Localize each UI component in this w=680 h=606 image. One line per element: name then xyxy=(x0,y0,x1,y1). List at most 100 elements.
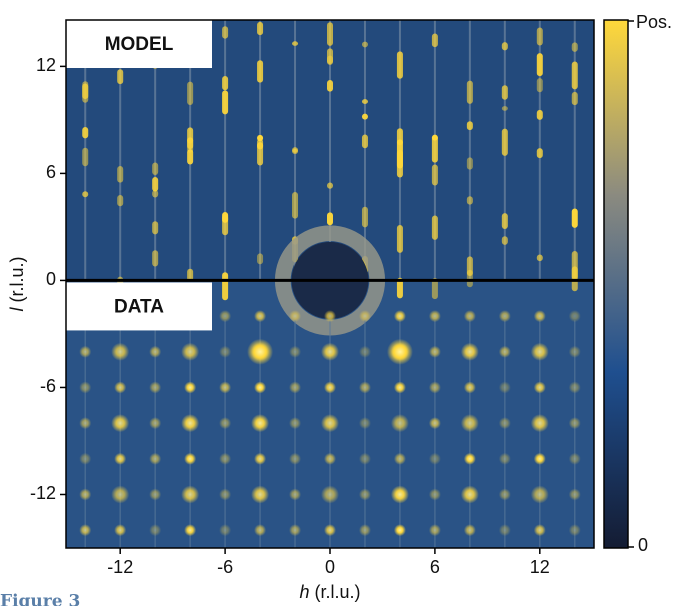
peak xyxy=(358,524,371,537)
streak-blob xyxy=(501,106,508,111)
peak xyxy=(184,452,197,465)
streak-blob xyxy=(187,137,194,153)
y-axis-symbol: l xyxy=(7,307,27,312)
peak xyxy=(219,452,232,465)
peak xyxy=(530,342,549,361)
peak xyxy=(428,452,441,465)
peak xyxy=(463,452,476,465)
peak xyxy=(393,310,406,323)
peak xyxy=(498,310,511,323)
y-tick-label: 0 xyxy=(46,269,56,289)
y-tick-label: -12 xyxy=(30,483,56,503)
peak xyxy=(181,485,200,504)
peak xyxy=(321,342,339,361)
peak xyxy=(428,524,441,537)
streak-blob xyxy=(152,190,159,198)
peak xyxy=(251,485,270,504)
peak xyxy=(463,310,476,323)
peak xyxy=(289,310,302,323)
peak xyxy=(289,488,302,501)
peak xyxy=(254,452,267,465)
peak xyxy=(460,342,479,361)
streak-blob xyxy=(361,134,368,149)
panel-label-box xyxy=(66,282,212,331)
streak-blob xyxy=(431,164,438,186)
peak xyxy=(247,338,274,365)
peak xyxy=(568,524,581,537)
peak xyxy=(254,310,267,323)
peak xyxy=(79,381,92,394)
streak-blob xyxy=(152,162,159,176)
streak-blob xyxy=(327,48,333,65)
peak xyxy=(530,414,549,433)
streak-blob xyxy=(361,113,368,120)
streak-blob xyxy=(327,79,333,92)
panel-label-box xyxy=(66,20,212,68)
colorbar xyxy=(603,19,629,549)
peak xyxy=(79,488,92,501)
streak-blob xyxy=(361,206,368,228)
streak-blob xyxy=(82,191,89,198)
streak-blob xyxy=(257,21,264,36)
streak-blob xyxy=(396,139,403,169)
streak-blob xyxy=(396,51,403,79)
colorbar-max-label: Pos. xyxy=(636,12,672,32)
streak-blob xyxy=(222,272,229,301)
streak-blob xyxy=(152,221,159,235)
streak-blob xyxy=(536,53,543,77)
peak xyxy=(321,485,339,504)
streak-blob xyxy=(82,81,89,103)
streak-blob xyxy=(501,236,508,245)
peak xyxy=(428,381,441,394)
streak-blob xyxy=(292,147,299,153)
peak xyxy=(533,524,546,537)
streak-blob xyxy=(82,147,89,167)
peak xyxy=(428,488,441,501)
peak xyxy=(111,414,130,433)
streak-blob xyxy=(571,91,578,106)
peak xyxy=(149,488,162,501)
peak xyxy=(568,417,581,430)
peak xyxy=(498,417,511,430)
caption: Figure 3 xyxy=(0,592,80,606)
peak xyxy=(463,381,476,394)
streak-blob xyxy=(571,208,578,228)
peak xyxy=(219,417,232,430)
streak-blob xyxy=(536,109,543,120)
peak xyxy=(79,524,92,537)
streak-blob xyxy=(501,85,508,100)
peak xyxy=(181,342,200,361)
peak xyxy=(428,417,441,430)
peak xyxy=(184,524,197,537)
peak xyxy=(114,381,127,394)
peak xyxy=(393,381,406,394)
streak-blob xyxy=(327,22,333,46)
x-tick-label: 12 xyxy=(530,557,550,577)
streak-blob xyxy=(536,148,543,159)
x-tick-label: 6 xyxy=(430,557,440,577)
peak xyxy=(498,345,511,358)
peak xyxy=(428,310,441,323)
y-tick-label: 12 xyxy=(36,55,56,75)
streak-blob xyxy=(187,149,194,165)
streak-blob xyxy=(501,128,508,156)
x-axis-label: h (r.l.u.) xyxy=(299,582,360,602)
panel-label: DATA xyxy=(114,296,164,317)
peak xyxy=(289,345,302,358)
peak xyxy=(114,452,127,465)
streak-blob xyxy=(222,90,229,115)
streak-blob xyxy=(117,165,124,183)
peak xyxy=(324,524,336,537)
peak xyxy=(568,310,581,323)
peak xyxy=(358,310,371,323)
peak xyxy=(390,414,409,433)
streak-blob xyxy=(222,76,229,91)
peak xyxy=(390,485,409,504)
streak-blob xyxy=(501,42,508,51)
peak xyxy=(428,345,441,358)
peak xyxy=(533,310,546,323)
y-tick-label: 6 xyxy=(46,162,56,182)
peak xyxy=(568,488,581,501)
